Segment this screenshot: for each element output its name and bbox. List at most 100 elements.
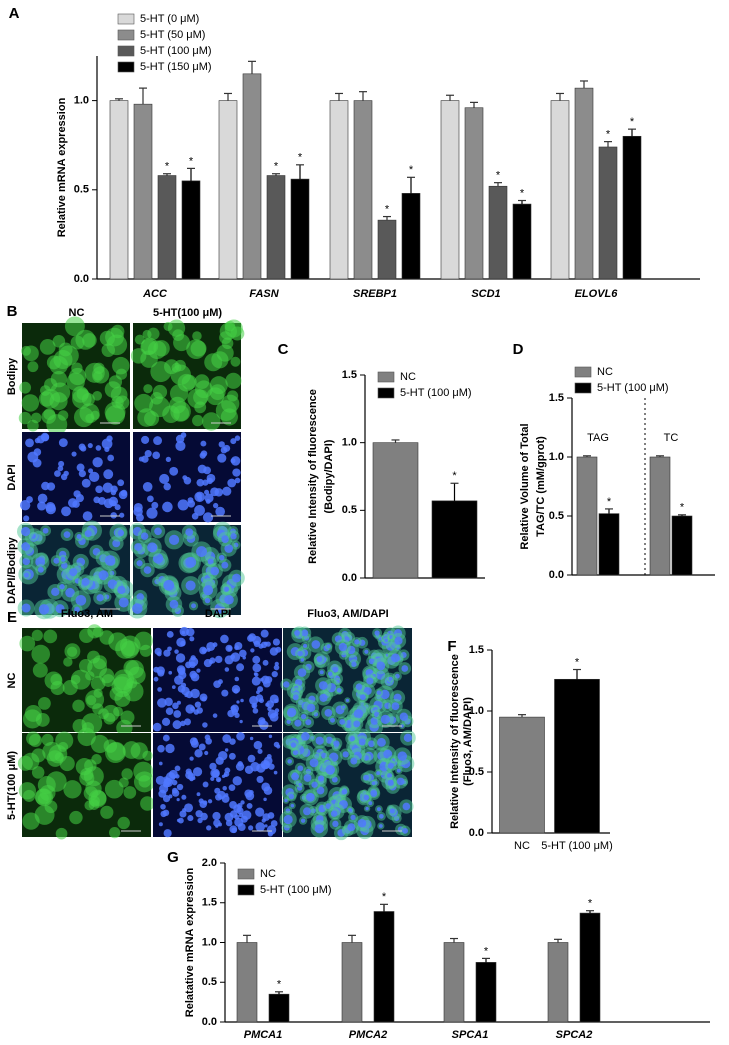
nucleus [172,702,179,710]
nucleus [217,679,223,685]
nucleus [197,817,203,824]
nucleus [212,502,219,509]
nucleus [292,694,299,701]
nucleus [240,698,244,703]
nucleus [290,742,297,748]
bar [488,185,508,280]
nucleus [180,682,187,688]
nucleus [301,629,309,637]
nucleus [102,482,113,493]
nucleus [309,758,319,768]
nucleus [188,657,199,667]
cell [137,408,156,427]
cell [46,771,67,792]
bar [431,500,478,579]
nucleus [194,749,203,758]
nucleus [330,810,338,817]
nucleus [185,580,196,591]
nucleus [283,681,290,688]
nucleus [32,458,42,468]
cell [21,394,40,412]
nucleus [250,648,255,653]
nucleus [225,819,233,827]
nucleus [202,479,209,486]
nucleus [162,734,170,742]
nucleus [132,603,143,614]
nucleus [366,677,374,685]
nucleus [103,469,114,480]
y-tick-label: 0.0 [202,1016,217,1028]
cell [115,395,130,410]
row-label: Bodipy [6,357,18,395]
nucleus [200,440,207,447]
nucleus [357,818,367,828]
bar [329,100,349,280]
nucleus [244,765,254,775]
nucleus [163,579,175,591]
nucleus [210,566,220,576]
legend-swatch [117,29,135,41]
panel-label: B [7,303,18,320]
nucleus [332,820,339,828]
nucleus [376,690,382,695]
panel-label: F [447,638,456,655]
nucleus [387,779,394,786]
nucleus [342,751,349,758]
cell [90,734,110,754]
cell [18,411,32,425]
bar [574,87,594,280]
nucleus [248,825,254,831]
cell [31,644,51,664]
nucleus [376,661,386,671]
nucleus [143,566,152,574]
nucleus [232,573,241,583]
cell [134,631,153,651]
nucleus [185,556,197,568]
cell [46,750,64,767]
significance: * [680,502,685,514]
cell [19,635,36,652]
bar [401,193,421,280]
nucleus [117,479,125,487]
nucleus [158,761,163,766]
nucleus [231,827,237,834]
nucleus [327,671,333,676]
nucleus [319,693,328,702]
nucleus [391,702,400,711]
nucleus [253,672,258,676]
y-tick-label: 0.0 [342,572,357,584]
nucleus [191,603,197,609]
nucleus [157,744,165,753]
cell [192,414,204,427]
nucleus [194,504,205,516]
nucleus [196,546,207,558]
nucleus [136,560,143,567]
nucleus [267,812,275,819]
nucleus [71,451,77,457]
nucleus [268,734,273,739]
nucleus [388,676,393,681]
cell [114,690,131,707]
cell [192,331,202,341]
nucleus [319,670,324,675]
nucleus [189,636,195,642]
nucleus [97,496,106,505]
nucleus [75,494,84,503]
bar [576,456,598,576]
category-label: SREBP1 [353,288,397,300]
cell [80,767,94,781]
bar [218,100,238,280]
nucleus [151,501,159,509]
micrograph [133,432,241,523]
cell [190,340,207,357]
nucleus [209,762,217,770]
nucleus [204,734,211,741]
nucleus [156,666,165,675]
bar [598,513,620,576]
nucleus [262,679,271,688]
nucleus [239,649,247,658]
cell [123,786,137,799]
bar [622,135,642,280]
legend-label: NC [400,371,416,383]
nucleus [82,511,93,521]
